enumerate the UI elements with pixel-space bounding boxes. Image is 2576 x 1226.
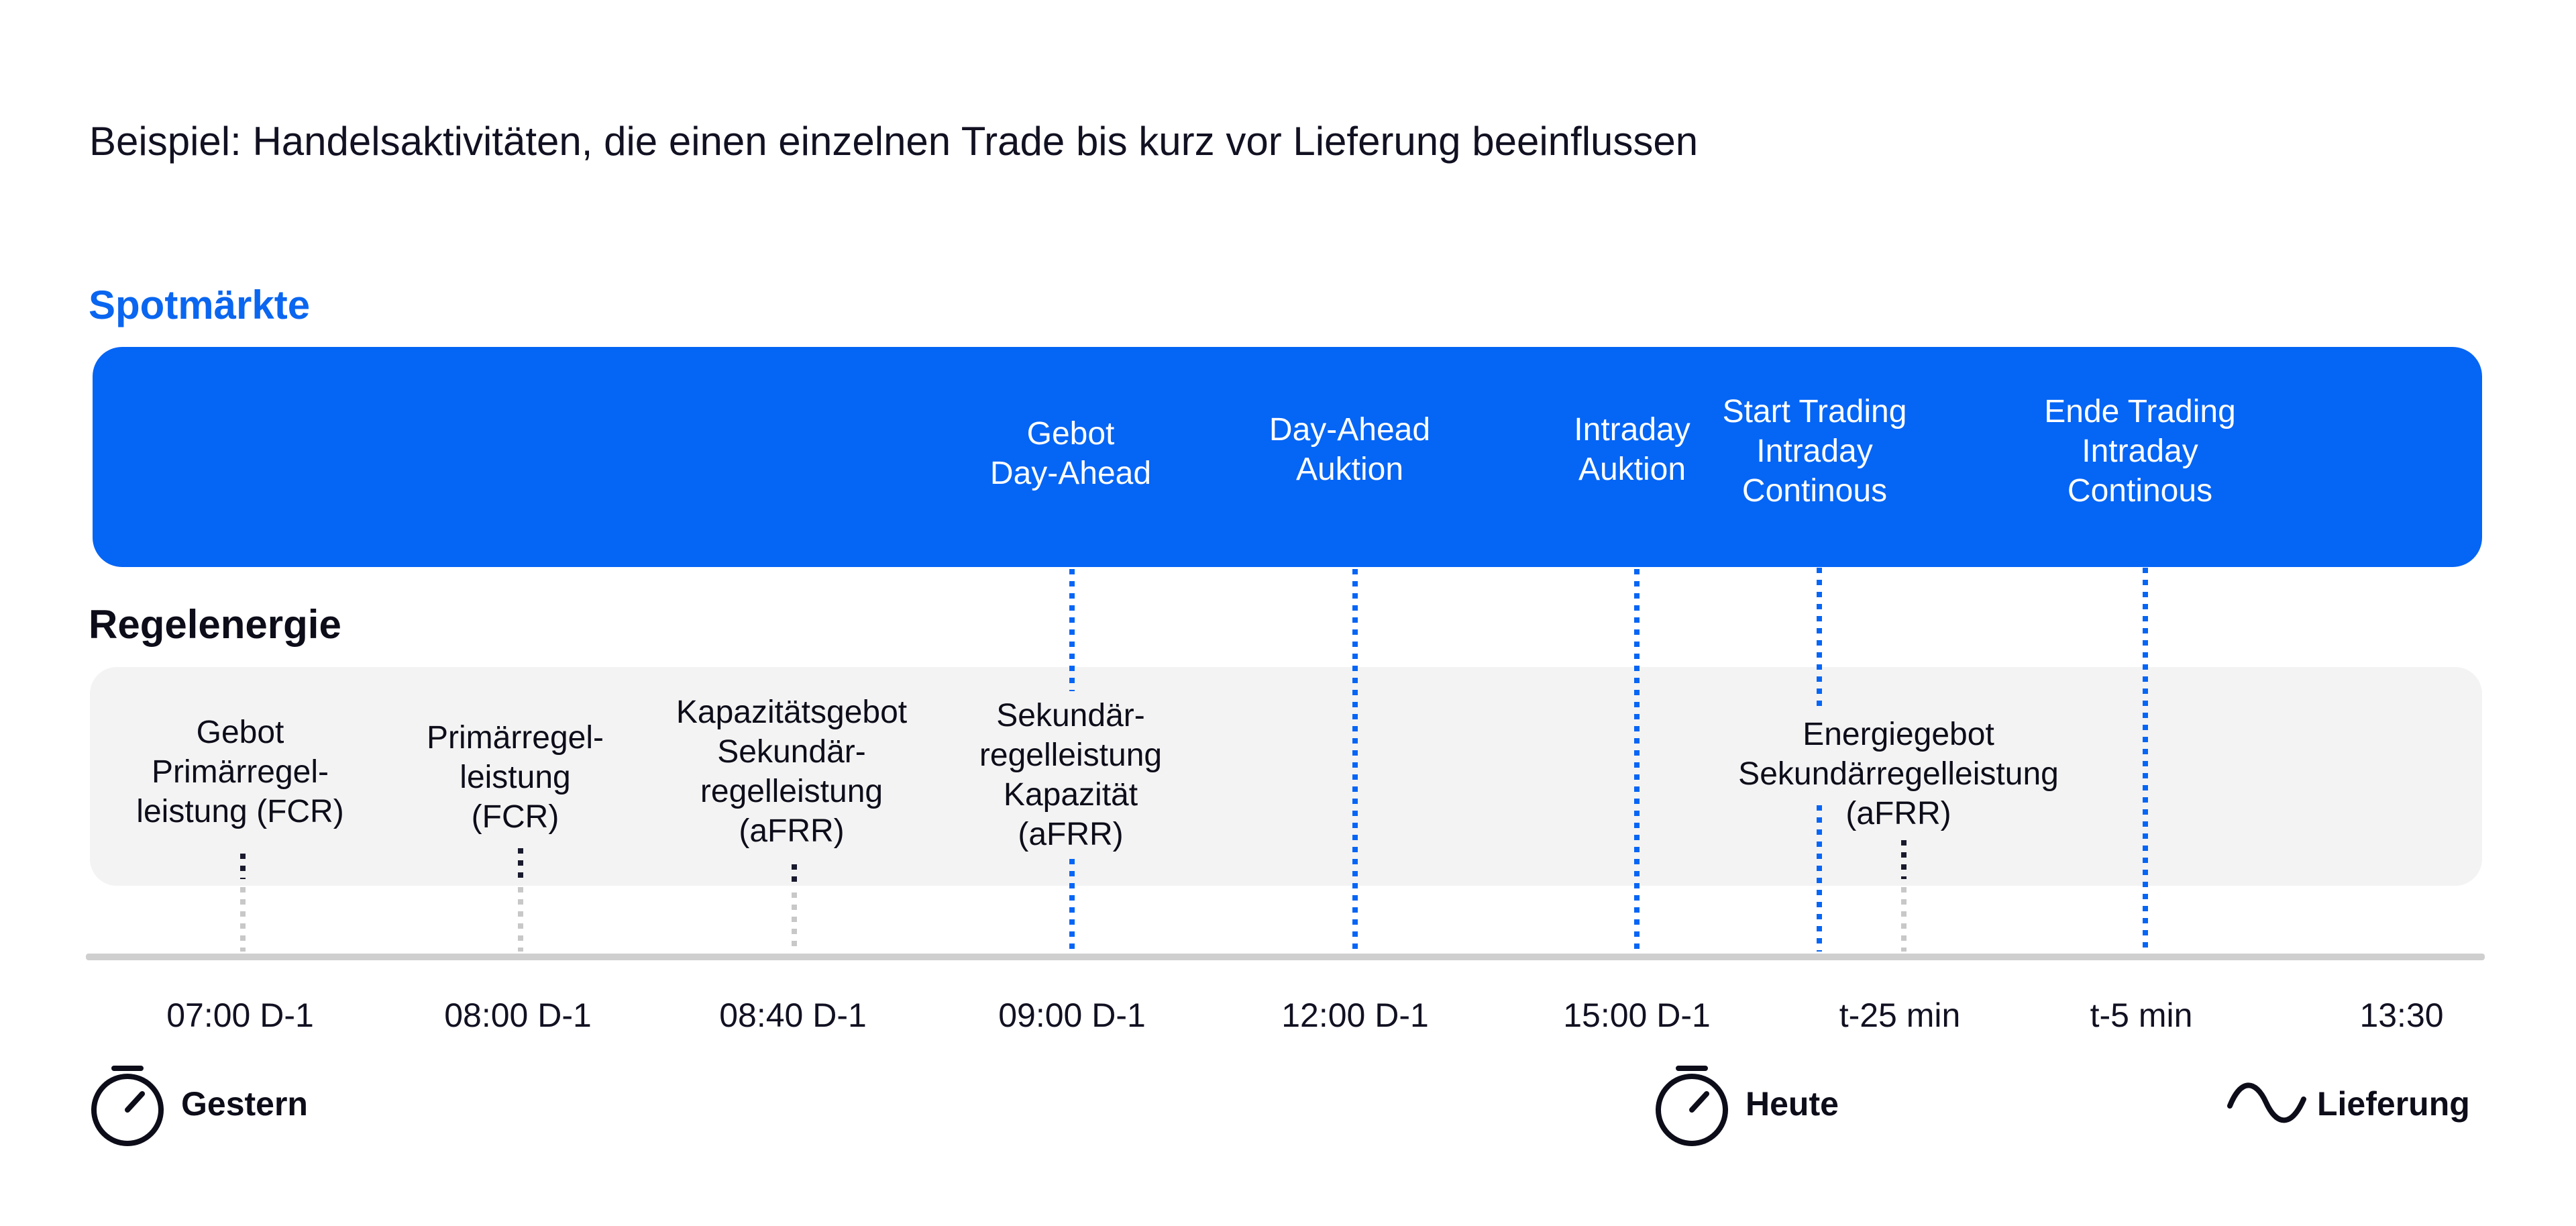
diagram-title: Beispiel: Handelsaktivitäten, die einen … — [89, 119, 1699, 164]
regel-event-sekundaer-kapazitaet: Sekundär- regelleistung Kapazität (aFRR) — [979, 698, 1163, 852]
time-axis — [86, 954, 2485, 960]
sine-wave-icon — [2227, 1082, 2306, 1123]
tick-label: 08:00 D-1 — [444, 997, 592, 1034]
tick-label: 07:00 D-1 — [166, 997, 314, 1034]
tick-label: t-25 min — [1839, 997, 1961, 1034]
stopwatch-icon — [91, 1066, 164, 1146]
tick-label: t-5 min — [2090, 997, 2193, 1034]
yesterday-label: Gestern — [181, 1085, 308, 1123]
tick-label: 15:00 D-1 — [1563, 997, 1711, 1034]
regel-event-gebot-fcr: Gebot Primärregel- leistung (FCR) — [136, 715, 344, 829]
spot-event-day-ahead-auktion: Day-Ahead Auktion — [1269, 412, 1431, 487]
spot-event-start-trading: Start Trading Intraday Continous — [1722, 394, 1907, 509]
regel-section-heading: Regelenergie — [89, 602, 341, 647]
spot-section-heading: Spotmärkte — [89, 283, 311, 327]
spot-market-band — [93, 347, 2482, 567]
stopwatch-icon — [1656, 1066, 1728, 1146]
tick-label: 08:40 D-1 — [719, 997, 867, 1034]
tick-label: 13:30 — [2359, 997, 2444, 1034]
delivery-label: Lieferung — [2317, 1085, 2470, 1123]
tick-label: 12:00 D-1 — [1281, 997, 1429, 1034]
regel-energy-band — [90, 667, 2482, 886]
regel-event-kapazitaetsgebot-afrr: Kapazitätsgebot Sekundär- regelleistung … — [676, 695, 908, 849]
tick-label: 09:00 D-1 — [998, 997, 1146, 1034]
spot-event-intraday-auktion: Intraday Auktion — [1574, 412, 1690, 487]
spot-event-gebot-day-ahead: Gebot Day-Ahead — [989, 416, 1152, 491]
regel-event-energiegebot-afrr: Energiegebot Sekundärregelleistung (aFRR… — [1738, 717, 2059, 831]
regel-event-primaerregel-fcr: Primärregel- leistung (FCR) — [426, 720, 604, 835]
today-label: Heute — [1746, 1085, 1839, 1123]
spot-event-ende-trading: Ende Trading Intraday Continous — [2044, 394, 2236, 509]
